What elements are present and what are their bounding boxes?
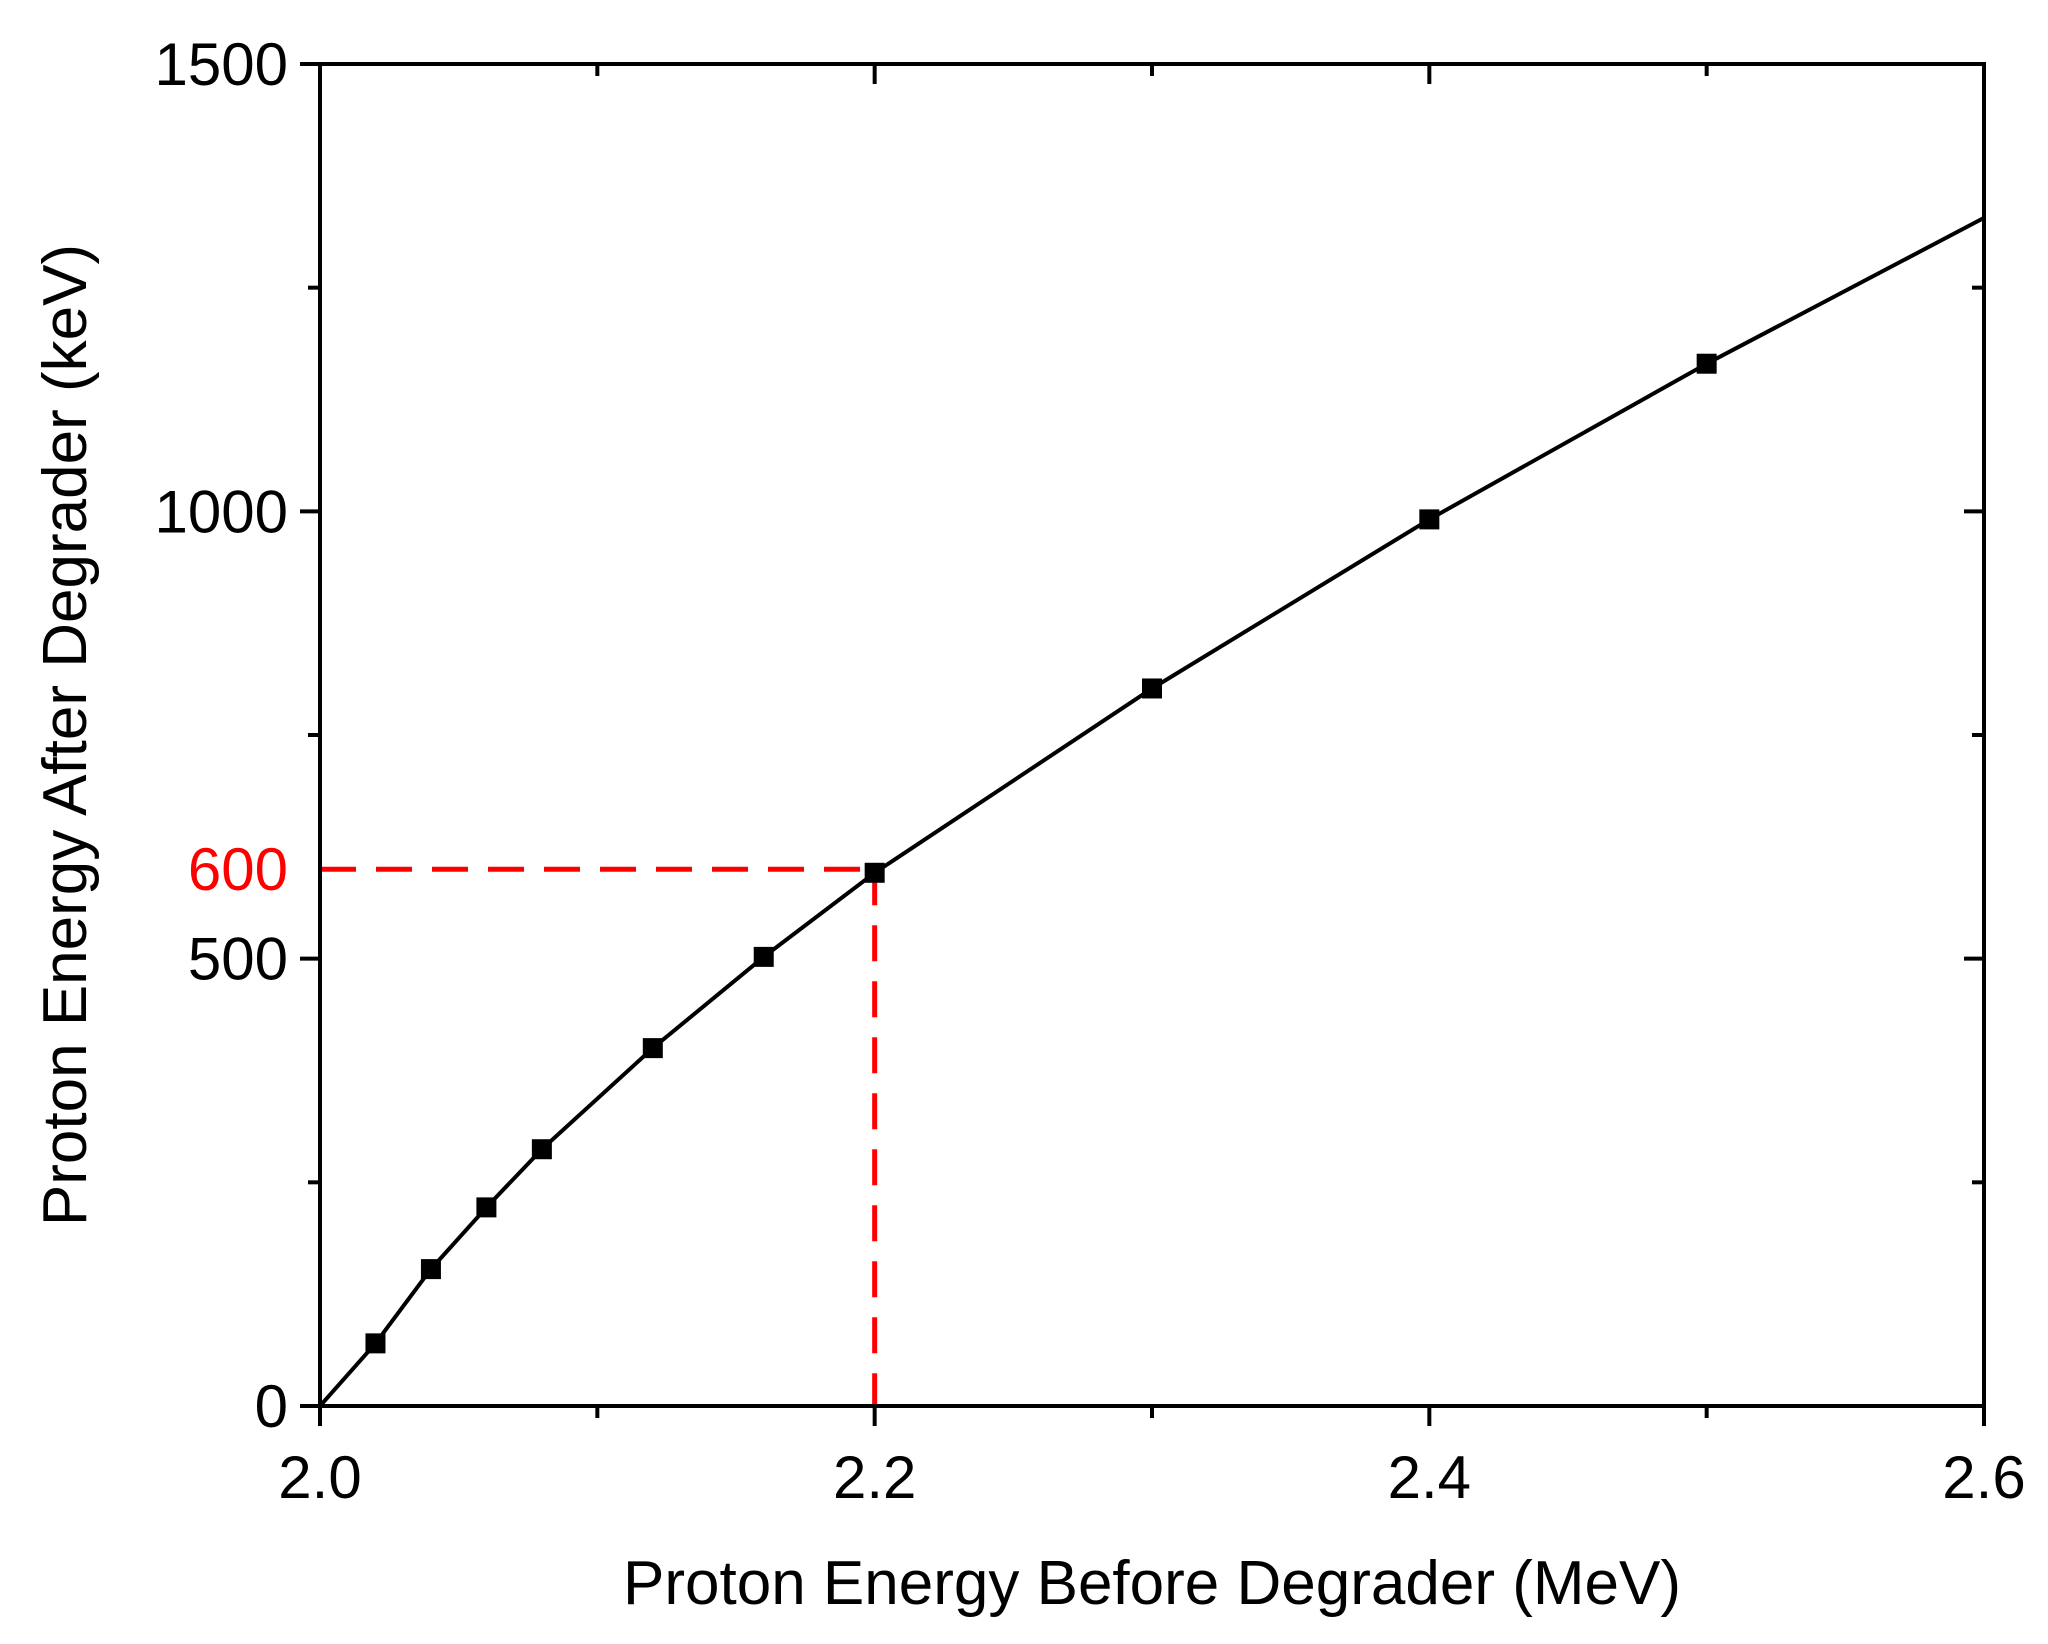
y-tick-label: 500 <box>188 926 288 993</box>
data-point <box>1419 509 1440 530</box>
data-point <box>864 862 885 883</box>
x-axis-title: Proton Energy Before Degrader (MeV) <box>623 1549 1681 1618</box>
data-point <box>476 1197 497 1218</box>
highlight-value-label: 600 <box>188 836 288 903</box>
data-point <box>365 1333 386 1354</box>
y-tick-label: 0 <box>255 1373 288 1440</box>
data-point <box>1696 353 1717 374</box>
highlight-guides <box>320 866 878 1406</box>
y-tick-label: 1000 <box>155 478 288 545</box>
series-line <box>318 216 1985 1408</box>
x-tick-label: 2.6 <box>1942 1444 2025 1511</box>
data-series <box>318 216 1985 1408</box>
tick-labels: 2.0 2.2 2.4 2.6 0 500 1000 1500 600 <box>155 31 2026 1511</box>
x-tick-label: 2.0 <box>278 1444 361 1511</box>
data-point <box>1142 678 1162 699</box>
data-point <box>531 1139 552 1160</box>
y-tick-label: 1500 <box>155 31 288 98</box>
data-point <box>642 1038 663 1059</box>
plot-frame <box>318 62 1986 1408</box>
x-tick-label: 2.2 <box>833 1444 916 1511</box>
axis-ticks <box>300 62 1986 1426</box>
data-point <box>753 946 774 967</box>
x-tick-label: 2.4 <box>1388 1444 1471 1511</box>
y-axis-title: Proton Energy After Degrader (keV) <box>31 244 100 1226</box>
data-point <box>420 1259 441 1280</box>
